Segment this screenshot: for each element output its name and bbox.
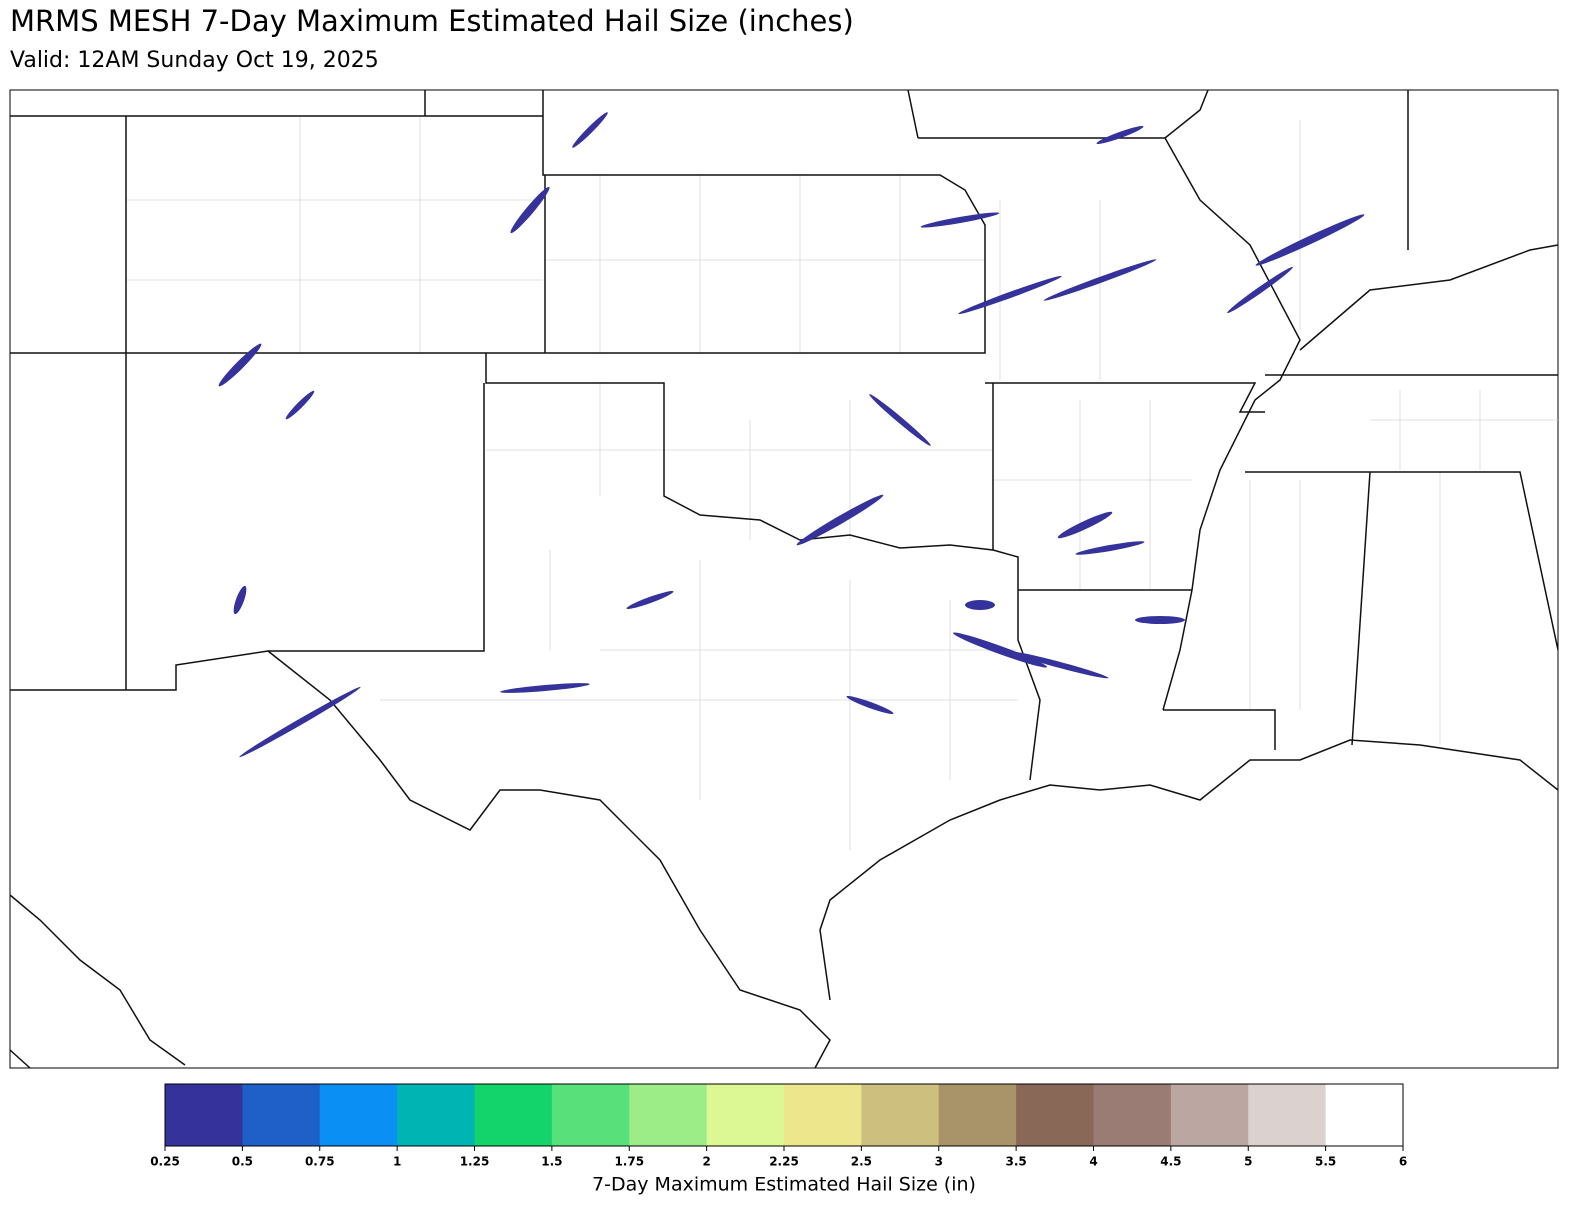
colorbar-tick-label: 1.25 — [460, 1155, 490, 1169]
colorbar-tick-label: 0.75 — [305, 1155, 335, 1169]
colorbar-tick-label: 4 — [1089, 1155, 1097, 1169]
colorbar-bin — [242, 1084, 321, 1146]
colorbar-bin — [474, 1084, 553, 1146]
colorbar-bin — [1016, 1084, 1094, 1146]
state-borders — [9, 89, 1559, 1069]
colorbar-tick-label: 1.75 — [614, 1155, 644, 1169]
colorbar-tick-label: 2 — [702, 1155, 710, 1169]
subtitle: Valid: 12AM Sunday Oct 19, 2025 — [10, 48, 379, 73]
colorbar-tick-label: 2.25 — [769, 1155, 799, 1169]
colorbar-bin — [861, 1084, 940, 1146]
colorbar-tick-label: 3.5 — [1005, 1155, 1026, 1169]
title: MRMS MESH 7-Day Maximum Estimated Hail S… — [10, 4, 854, 38]
colorbar-bin — [319, 1084, 398, 1146]
colorbar-tick-label: 6 — [1399, 1155, 1407, 1169]
colorbar-bin — [551, 1084, 630, 1146]
colorbar-label: 7-Day Maximum Estimated Hail Size (in) — [592, 1174, 976, 1196]
colorbar-tick-label: 4.5 — [1160, 1155, 1181, 1169]
hail-swaths — [218, 112, 1365, 758]
colorbar-tick-label: 5 — [1244, 1155, 1252, 1169]
map — [9, 89, 1559, 1069]
colorbar-tick-label: 5.5 — [1315, 1155, 1336, 1169]
colorbar-bin — [629, 1084, 708, 1146]
county-lines — [126, 116, 1558, 850]
colorbar-bin — [706, 1084, 785, 1146]
colorbar-bin — [397, 1084, 475, 1146]
colorbar-tick-label: 2.5 — [851, 1155, 872, 1169]
colorbar-bin — [784, 1084, 862, 1146]
colorbar-tick-label: 0.25 — [150, 1155, 180, 1169]
colorbar-bin — [165, 1084, 243, 1146]
colorbar-bin — [1170, 1084, 1249, 1146]
colorbar: 0.25 0.5 0.75 1 1.25 1.5 1.75 2 2.25 2.5 3 3.5 4 4.5 5… — [150, 1083, 1407, 1196]
colorbar-tick-label: 3 — [935, 1155, 943, 1169]
colorbar-tick-label: 1.5 — [541, 1155, 562, 1169]
colorbar-tick-label: 0.5 — [232, 1155, 253, 1169]
colorbar-bin — [938, 1084, 1017, 1146]
colorbar-bin — [1248, 1084, 1327, 1146]
colorbar-bin — [1325, 1084, 1404, 1146]
colorbar-bin — [1093, 1084, 1172, 1146]
colorbar-tick-label: 1 — [393, 1155, 401, 1169]
